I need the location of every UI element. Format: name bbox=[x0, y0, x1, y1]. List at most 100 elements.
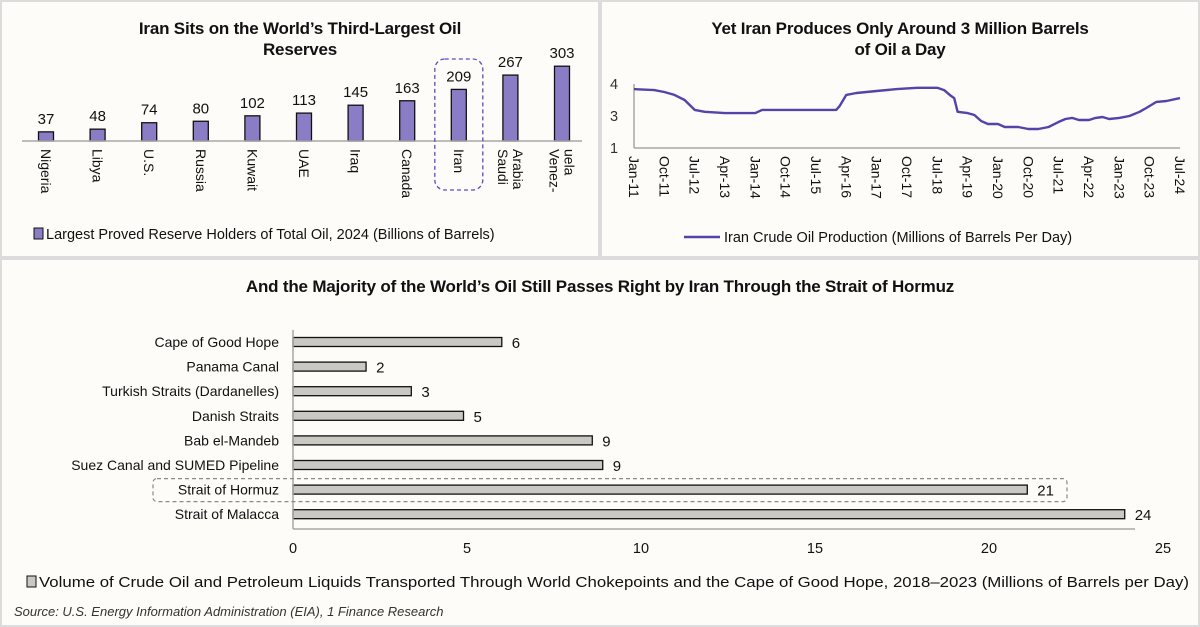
x-tick-label: 10 bbox=[633, 541, 649, 557]
x-tick-label: 15 bbox=[807, 541, 823, 557]
bar-nigeria bbox=[37, 131, 55, 142]
bar-iraq bbox=[347, 104, 364, 142]
production-chart-title: Yet Iran Produces Only Around 3 Million … bbox=[602, 18, 1198, 60]
bar-saudi-arabia bbox=[502, 74, 519, 142]
legend-swatch bbox=[26, 575, 37, 588]
category-label: Libya bbox=[90, 149, 106, 183]
x-tick-label: Oct-20 bbox=[1020, 156, 1036, 198]
x-tick-label: Jul-24 bbox=[1172, 156, 1188, 194]
production-chart-panel: Yet Iran Produces Only Around 3 Million … bbox=[602, 2, 1198, 256]
x-tick-label: 25 bbox=[1155, 541, 1171, 557]
reserves-title-line-1: Iran Sits on the World’s Third-Largest O… bbox=[138, 19, 462, 38]
y-tick-label: 3 bbox=[610, 109, 618, 125]
category-label-line: Russia bbox=[193, 149, 209, 192]
bar-turkish-straits-dardanelles bbox=[292, 386, 412, 397]
data-label: 163 bbox=[395, 80, 420, 97]
bar-bab-el-mandeb bbox=[292, 435, 593, 446]
bar-canada bbox=[399, 100, 416, 142]
category-label: U.S. bbox=[141, 149, 157, 176]
x-tick-label: Oct-17 bbox=[899, 156, 915, 198]
data-label: 5 bbox=[474, 409, 482, 426]
data-label: 9 bbox=[613, 458, 621, 475]
x-tick-label: 5 bbox=[463, 541, 471, 557]
category-label-line: Saudi bbox=[495, 149, 511, 185]
x-tick-label: Oct-23 bbox=[1142, 156, 1158, 198]
x-tick-label: Apr-13 bbox=[717, 156, 733, 198]
category-label: Bab el-Mandeb bbox=[184, 432, 279, 448]
category-label-line: Iran bbox=[451, 149, 467, 173]
category-label-line: Canada bbox=[399, 149, 415, 198]
category-label: Danish Straits bbox=[192, 408, 279, 424]
bar-kuwait bbox=[244, 115, 261, 142]
data-label: 6 bbox=[512, 335, 520, 352]
data-label: 24 bbox=[1135, 507, 1152, 524]
category-label-line: Nigeria bbox=[38, 149, 54, 194]
category-label: Strait of Hormuz bbox=[178, 482, 279, 498]
category-label: Russia bbox=[193, 149, 209, 192]
x-tick-label: Apr-16 bbox=[838, 156, 854, 198]
legend-label: Volume of Crude Oil and Petroleum Liquid… bbox=[39, 575, 1189, 591]
x-tick-label: Jul-18 bbox=[929, 156, 945, 194]
category-label-line: uela bbox=[562, 149, 578, 176]
x-tick-label: 20 bbox=[981, 541, 997, 557]
legend-label: Iran Crude Oil Production (Millions of B… bbox=[724, 230, 1072, 246]
bar-strait-of-hormuz bbox=[292, 484, 1028, 495]
x-tick-label: Jan-14 bbox=[747, 156, 763, 199]
x-tick-label: Jan-17 bbox=[869, 156, 885, 199]
category-label-line: Venez- bbox=[547, 149, 563, 193]
x-tick-label: Jul-21 bbox=[1051, 156, 1067, 194]
data-label: 37 bbox=[38, 111, 55, 128]
category-label-line: Arabia bbox=[510, 149, 526, 190]
category-label: Kuwait bbox=[244, 149, 260, 191]
category-label-line: Libya bbox=[90, 149, 106, 183]
bar-suez-canal-and-sumed-pipeline bbox=[292, 459, 604, 471]
category-label: Nigeria bbox=[38, 149, 54, 194]
chokepoints-chart-panel: And the Majority of the World’s Oil Stil… bbox=[2, 260, 1198, 625]
data-label: 209 bbox=[446, 68, 471, 85]
data-label: 102 bbox=[240, 95, 265, 112]
chokepoints-chart-title: And the Majority of the World’s Oil Stil… bbox=[245, 277, 955, 296]
category-label-line: Kuwait bbox=[244, 149, 260, 191]
source-note: Source: U.S. Energy Information Administ… bbox=[14, 604, 444, 619]
reserves-bar-chart: 37 Nigeria 48 Libya 74 U.S. 80 Russia 102 Kuwait 1… bbox=[22, 45, 582, 243]
bar-russia bbox=[192, 120, 209, 142]
x-tick-label: Jul-12 bbox=[687, 156, 703, 194]
reserves-chart-title: Iran Sits on the World’s Third-Largest O… bbox=[2, 18, 598, 60]
data-label: 303 bbox=[549, 45, 574, 62]
data-label: 267 bbox=[498, 54, 523, 71]
production-title-line-1: Yet Iran Produces Only Around 3 Million … bbox=[711, 19, 1089, 38]
category-label: Iraq bbox=[348, 149, 364, 173]
production-series-line bbox=[633, 86, 1181, 131]
x-tick-label: Jan-11 bbox=[626, 156, 642, 198]
category-label: Cape of Good Hope bbox=[154, 334, 279, 350]
hormuz-highlight-box bbox=[152, 478, 1068, 503]
x-tick-label: Oct-11 bbox=[656, 156, 672, 197]
x-tick-label: Oct-14 bbox=[778, 156, 794, 198]
category-label-line: U.S. bbox=[141, 149, 157, 176]
data-label: 48 bbox=[89, 108, 106, 125]
legend-label: Largest Proved Reserve Holders of Total … bbox=[46, 227, 495, 243]
data-label: 145 bbox=[343, 84, 368, 101]
chokepoints-bar-chart: Cape of Good Hope 6 Panama Canal 2 Turkish S… bbox=[26, 330, 1189, 591]
bar-libya bbox=[89, 128, 106, 142]
category-label: Suez Canal and SUMED Pipeline bbox=[71, 457, 279, 473]
bar-iran bbox=[450, 88, 467, 142]
bar-danish-straits bbox=[292, 410, 465, 421]
data-label: 21 bbox=[1037, 483, 1054, 500]
x-tick-label: Apr-22 bbox=[1081, 156, 1097, 198]
x-tick-label: Jan-20 bbox=[990, 156, 1006, 199]
data-label: 74 bbox=[141, 102, 158, 119]
category-label: Canada bbox=[399, 149, 415, 198]
y-tick-label: 1 bbox=[610, 141, 618, 157]
iran-highlight-box bbox=[434, 58, 484, 191]
data-label: 113 bbox=[292, 92, 316, 109]
x-tick-label: Jul-15 bbox=[808, 156, 824, 194]
x-tick-label: Jan-23 bbox=[1111, 156, 1127, 199]
reserves-chart-panel: Iran Sits on the World’s Third-Largest O… bbox=[2, 2, 598, 256]
category-label: Panama Canal bbox=[186, 359, 279, 375]
bar-panama-canal bbox=[292, 361, 367, 372]
category-label: Strait of Malacca bbox=[175, 506, 279, 522]
data-label: 9 bbox=[602, 433, 610, 450]
category-label: UAE bbox=[296, 149, 312, 178]
x-tick-label: Apr-19 bbox=[960, 156, 976, 198]
